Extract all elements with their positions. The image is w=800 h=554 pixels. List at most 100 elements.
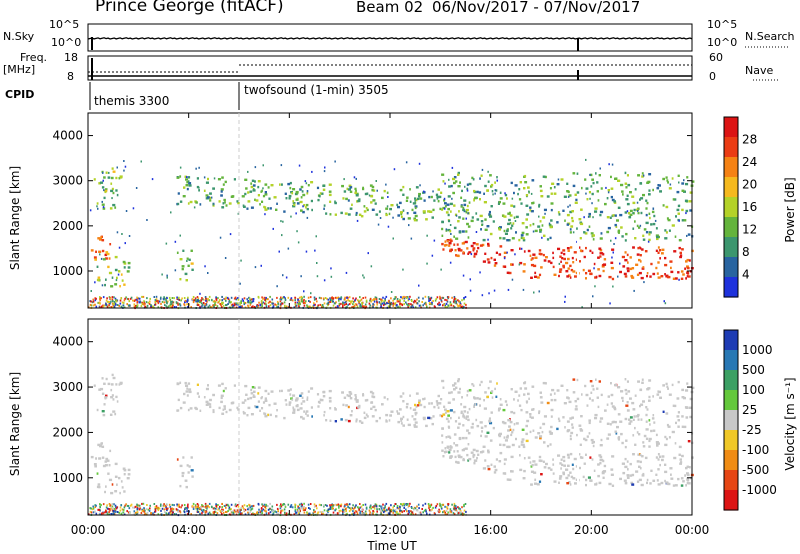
power-near-range-echo <box>210 306 213 309</box>
velocity-echo <box>558 481 560 484</box>
velocity-echo <box>441 441 444 444</box>
power-echo <box>521 222 525 225</box>
velocity-near-range-echo <box>309 503 312 505</box>
power-noise-echo <box>632 212 634 214</box>
velocity-echo <box>689 415 692 419</box>
power-echo <box>672 277 676 280</box>
power-echo <box>419 197 423 200</box>
velocity-echo <box>442 455 445 458</box>
power-echo <box>317 198 320 202</box>
power-echo <box>222 183 225 186</box>
velocity-near-range-echo <box>92 505 94 508</box>
power-echo <box>468 251 472 254</box>
velocity-echo <box>616 425 619 429</box>
velocity-colorbar-swatch <box>724 470 738 491</box>
velocity-echo <box>510 470 512 473</box>
power-echo <box>624 239 627 242</box>
power-near-range-echo <box>454 300 456 303</box>
power-echo <box>657 276 661 279</box>
power-near-range-echo <box>254 306 256 308</box>
power-echo <box>591 192 594 196</box>
power-noise-echo <box>593 267 595 270</box>
power-echo <box>665 231 668 234</box>
power-near-range-echo <box>243 302 246 305</box>
power-echo <box>613 201 617 204</box>
power-echo <box>451 248 453 251</box>
velocity-echo <box>416 425 418 428</box>
power-noise-echo <box>174 269 177 272</box>
power-echo <box>447 195 451 198</box>
power-near-range-echo <box>373 298 375 301</box>
power-echo <box>461 189 463 193</box>
power-near-range-echo <box>407 299 410 302</box>
velocity-near-range-echo <box>429 505 432 508</box>
power-near-range-echo <box>317 304 320 307</box>
power-echo <box>611 198 615 202</box>
velocity-echo <box>519 468 523 472</box>
velocity-echo <box>536 483 540 486</box>
velocity-echo <box>582 475 585 479</box>
velocity-echo <box>683 425 687 429</box>
velocity-near-range-echo <box>186 510 188 513</box>
velocity-echo <box>207 402 210 405</box>
power-echo <box>354 187 357 191</box>
power-echo <box>634 188 637 191</box>
velocity-echo <box>187 408 190 412</box>
velocity-echo <box>670 477 674 480</box>
velocity-echo <box>101 456 105 459</box>
power-near-range-echo <box>197 297 200 300</box>
power-echo <box>492 220 495 223</box>
velocity-near-range-echo <box>334 509 336 512</box>
power-near-range-echo <box>444 298 446 301</box>
power-noise-echo <box>464 185 466 188</box>
power-near-range-echo <box>196 296 199 299</box>
power-near-range-echo <box>225 304 227 307</box>
velocity-echo <box>374 408 377 412</box>
velocity-near-range-echo <box>170 512 172 515</box>
velocity-near-range-echo <box>465 510 467 513</box>
velocity-echo <box>362 394 365 397</box>
power-near-range-echo <box>411 300 413 302</box>
velocity-echo <box>539 391 542 394</box>
power-echo <box>430 195 433 199</box>
power-echo <box>110 189 114 193</box>
velocity-echo <box>510 388 513 391</box>
power-echo <box>626 267 630 270</box>
velocity-echo <box>444 408 447 411</box>
power-echo <box>93 178 96 181</box>
velocity-echo <box>452 384 456 387</box>
velocity-near-range-echo <box>331 506 333 508</box>
power-echo <box>645 199 648 202</box>
velocity-echo <box>649 482 652 485</box>
velocity-echo <box>104 464 108 467</box>
power-echo <box>546 195 550 198</box>
power-echo <box>369 184 373 187</box>
velocity-near-range-echo <box>234 503 237 506</box>
velocity-echo <box>464 447 468 450</box>
power-echo <box>93 256 97 259</box>
velocity-near-range-echo <box>250 508 253 511</box>
power-echo <box>648 173 652 176</box>
velocity-echo <box>453 382 457 385</box>
velocity-near-range-echo <box>146 504 148 506</box>
power-echo <box>482 238 486 242</box>
velocity-echo <box>118 476 121 480</box>
power-echo <box>538 273 542 277</box>
velocity-near-range-echo <box>184 506 187 509</box>
velocity-echo <box>648 419 651 422</box>
velocity-echo <box>664 463 667 466</box>
power-echo <box>534 271 537 275</box>
velocity-near-range-echo <box>434 506 437 509</box>
freq-tick-bottom: 8 <box>67 70 74 83</box>
velocity-echo <box>648 379 652 382</box>
power-echo <box>305 206 307 209</box>
power-near-range-echo <box>403 299 405 302</box>
power-noise-echo <box>636 209 639 212</box>
power-noise-echo <box>599 167 601 170</box>
velocity-echo <box>346 394 349 397</box>
power-echo <box>179 258 183 261</box>
power-echo <box>567 267 570 270</box>
velocity-near-range-echo <box>112 507 114 510</box>
velocity-echo <box>378 416 381 420</box>
power-near-range-echo <box>187 296 189 299</box>
